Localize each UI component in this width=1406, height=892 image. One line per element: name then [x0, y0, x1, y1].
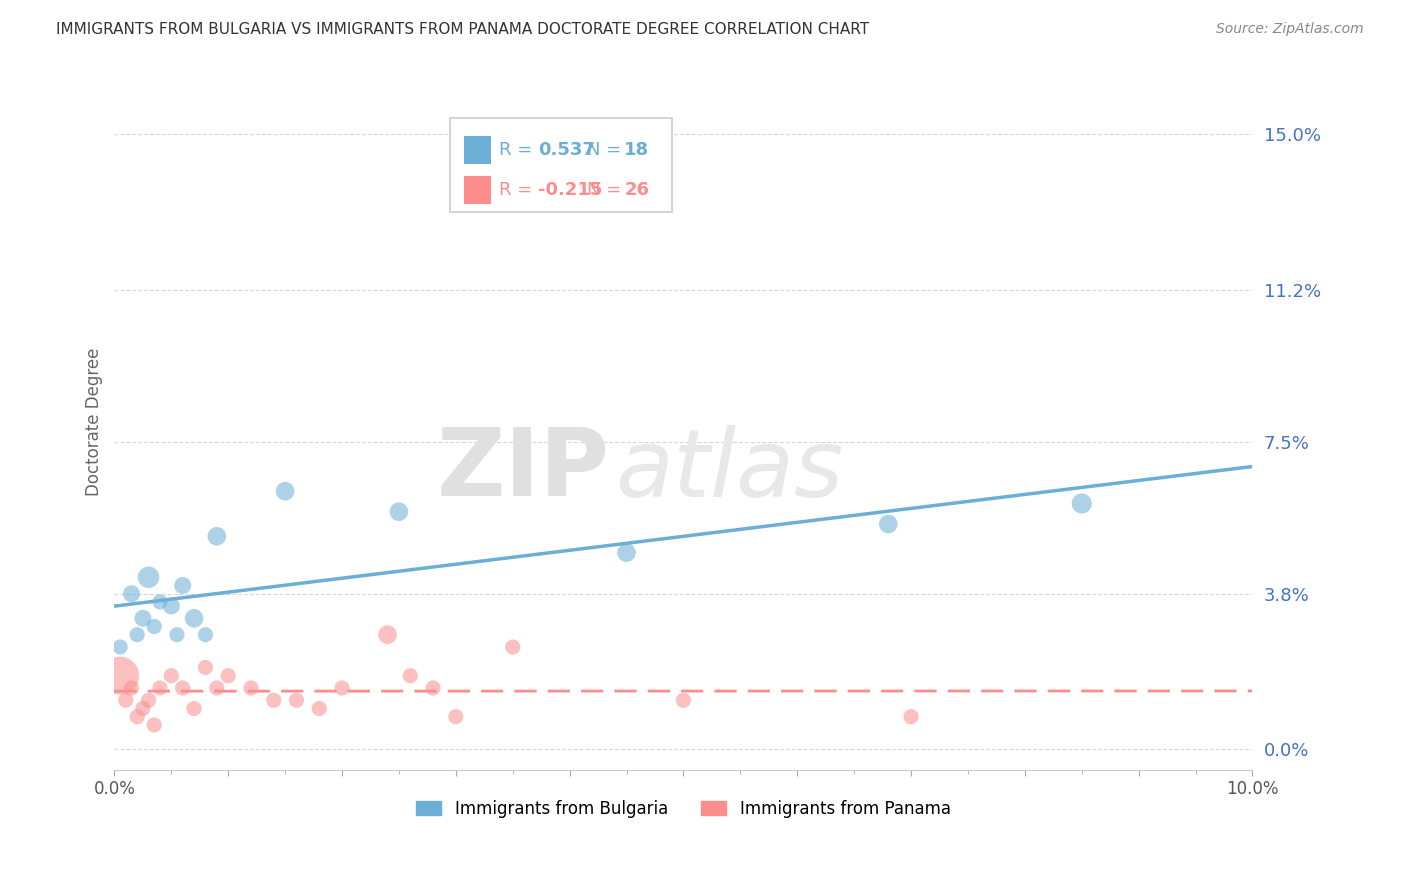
Text: 26: 26	[624, 181, 650, 199]
Point	[205, 681, 228, 695]
Point	[108, 640, 131, 654]
Point	[166, 628, 188, 642]
Point	[160, 669, 183, 683]
Point	[172, 578, 194, 592]
Point	[183, 611, 205, 625]
Point	[616, 546, 638, 560]
Point	[399, 669, 422, 683]
Point	[183, 701, 205, 715]
Point	[1070, 496, 1092, 510]
Point	[127, 628, 149, 642]
Point	[877, 516, 900, 531]
FancyBboxPatch shape	[450, 119, 672, 212]
Y-axis label: Doctorate Degree: Doctorate Degree	[86, 347, 103, 496]
Point	[308, 701, 330, 715]
Point	[274, 484, 297, 499]
Text: IMMIGRANTS FROM BULGARIA VS IMMIGRANTS FROM PANAMA DOCTORATE DEGREE CORRELATION : IMMIGRANTS FROM BULGARIA VS IMMIGRANTS F…	[56, 22, 869, 37]
Text: 0.537: 0.537	[537, 141, 595, 159]
Text: N =: N =	[586, 141, 627, 159]
Point	[132, 701, 155, 715]
Point	[160, 599, 183, 613]
Legend: Immigrants from Bulgaria, Immigrants from Panama: Immigrants from Bulgaria, Immigrants fro…	[409, 793, 957, 824]
Point	[444, 709, 467, 723]
Text: -0.215: -0.215	[537, 181, 602, 199]
Text: 18: 18	[624, 141, 650, 159]
Point	[285, 693, 308, 707]
Point	[172, 681, 194, 695]
Point	[672, 693, 695, 707]
Point	[194, 660, 217, 674]
Point	[330, 681, 353, 695]
Point	[217, 669, 239, 683]
Point	[149, 595, 172, 609]
Point	[132, 611, 155, 625]
Point	[114, 693, 136, 707]
Point	[205, 529, 228, 543]
Point	[121, 587, 143, 601]
Point	[138, 570, 160, 584]
Text: Source: ZipAtlas.com: Source: ZipAtlas.com	[1216, 22, 1364, 37]
Text: atlas: atlas	[616, 425, 844, 516]
Point	[194, 628, 217, 642]
Text: R =: R =	[499, 141, 538, 159]
Point	[900, 709, 922, 723]
Point	[502, 640, 524, 654]
Point	[263, 693, 285, 707]
Text: R =: R =	[499, 181, 538, 199]
Point	[143, 619, 166, 633]
Text: ZIP: ZIP	[437, 425, 609, 516]
Text: N =: N =	[586, 181, 627, 199]
FancyBboxPatch shape	[464, 136, 491, 163]
FancyBboxPatch shape	[464, 176, 491, 203]
Point	[377, 628, 399, 642]
Point	[149, 681, 172, 695]
Point	[127, 709, 149, 723]
Point	[143, 718, 166, 732]
Point	[240, 681, 263, 695]
Point	[121, 681, 143, 695]
Point	[138, 693, 160, 707]
Point	[388, 505, 411, 519]
Point	[422, 681, 444, 695]
Point	[108, 669, 131, 683]
